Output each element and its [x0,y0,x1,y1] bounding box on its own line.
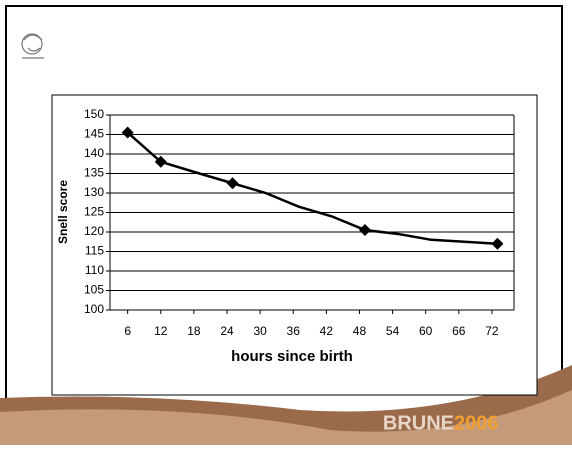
logo-year: 2006 [454,412,499,434]
y-tick-label: 140 [84,146,104,160]
x-tick-label: 42 [320,324,334,338]
y-tick-label: 125 [84,205,104,219]
x-tick-label: 60 [419,324,433,338]
y-tick-label: 145 [84,127,104,141]
logo-text: BRUNE [383,412,454,434]
y-tick-label: 135 [84,166,104,180]
x-tick-label: 54 [386,324,400,338]
x-tick-label: 48 [353,324,367,338]
y-tick-label: 105 [84,283,104,297]
y-tick-label: 130 [84,185,104,199]
y-tick-label: 100 [84,302,104,316]
x-tick-label: 72 [485,324,499,338]
x-tick-label: 30 [253,324,267,338]
y-tick-label: 110 [85,263,104,277]
y-tick-label: 115 [85,244,104,258]
y-axis-title: Snell score [56,180,70,244]
y-tick-label: 120 [84,224,104,238]
x-tick-label: 12 [154,324,168,338]
x-tick-label: 6 [124,324,131,338]
x-tick-label: 66 [452,324,466,338]
x-tick-label: 24 [220,324,234,338]
y-tick-label: 150 [84,107,104,121]
slide: BRUNE 2006 hours since birth Snell score… [0,0,572,445]
x-axis-title: hours since birth [231,348,353,365]
x-tick-label: 18 [187,324,201,338]
x-tick-label: 36 [287,324,301,338]
